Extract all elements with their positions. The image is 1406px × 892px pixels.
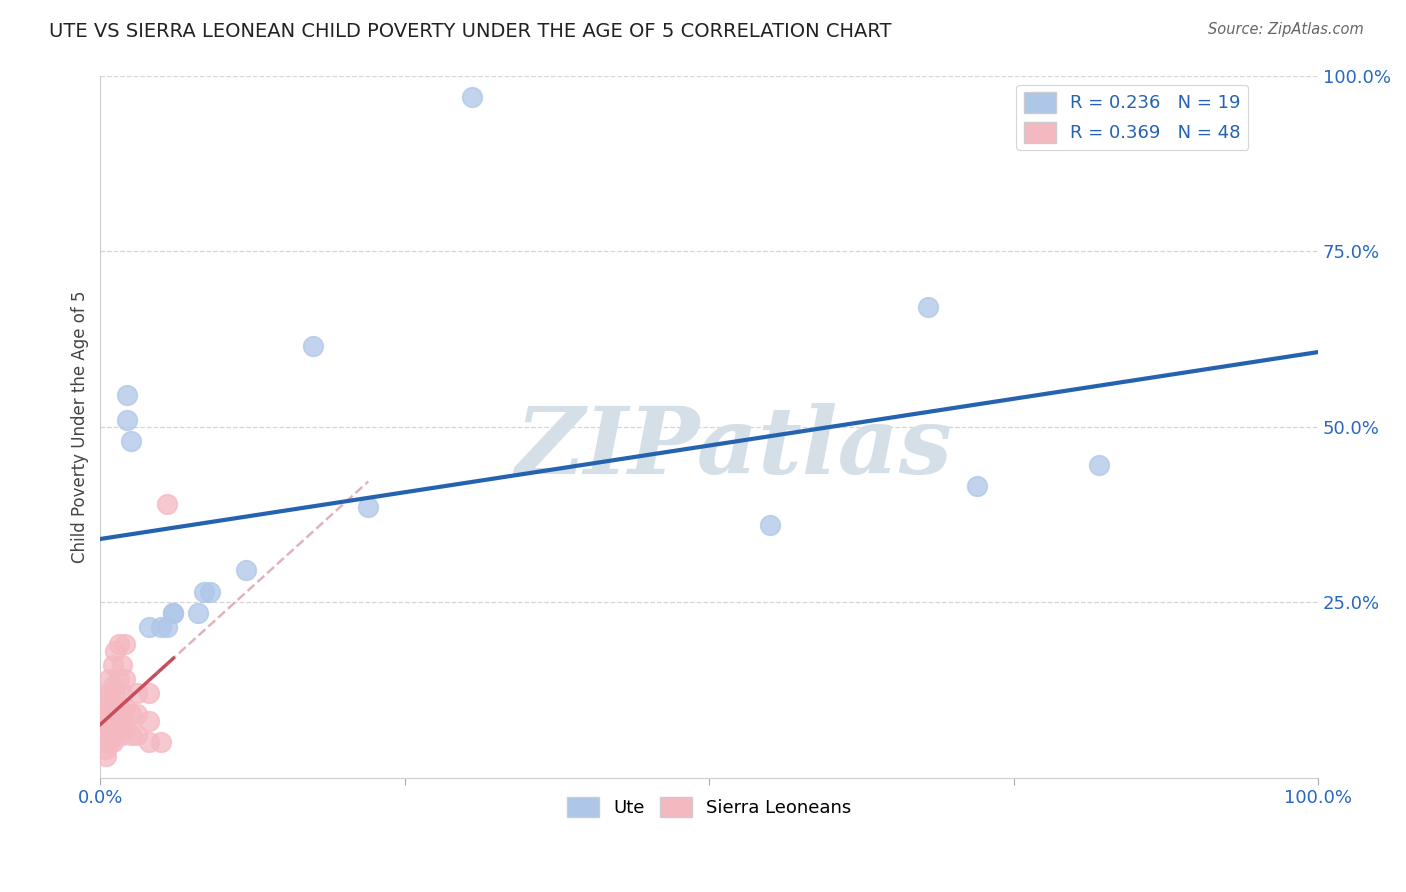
Point (104, 686, 127, 700)
Point (759, 517, 782, 532)
Point (357, 500, 380, 515)
Point (302, 339, 325, 353)
Point (120, 728, 142, 742)
Text: Source: ZipAtlas.com: Source: ZipAtlas.com (1208, 22, 1364, 37)
Point (162, 606, 184, 620)
Point (96, 749, 118, 764)
Point (96, 707, 118, 722)
Point (193, 584, 215, 599)
Point (966, 479, 988, 493)
Point (917, 300, 939, 314)
Point (97, 714, 120, 729)
Point (150, 735, 173, 749)
Point (235, 564, 257, 578)
Point (198, 584, 221, 599)
Point (107, 637, 129, 651)
Point (104, 728, 127, 742)
Point (111, 707, 134, 722)
Point (101, 700, 124, 714)
Point (98, 735, 121, 749)
Point (138, 686, 160, 700)
Point (101, 735, 124, 749)
Point (104, 707, 127, 722)
Text: ZIPatlas: ZIPatlas (515, 402, 952, 492)
Point (98, 686, 121, 700)
Legend: Ute, Sierra Leoneans: Ute, Sierra Leoneans (560, 789, 859, 825)
Point (125, 707, 148, 722)
Point (97, 700, 120, 714)
Point (138, 714, 160, 729)
Point (138, 619, 160, 633)
Point (101, 679, 124, 693)
Point (114, 673, 136, 687)
Point (107, 700, 129, 714)
Point (96, 735, 118, 749)
Point (96, 728, 118, 742)
Point (107, 722, 129, 736)
Point (97, 673, 120, 687)
Point (96, 742, 118, 756)
Point (111, 658, 134, 673)
Text: UTE VS SIERRA LEONEAN CHILD POVERTY UNDER THE AGE OF 5 CORRELATION CHART: UTE VS SIERRA LEONEAN CHILD POVERTY UNDE… (49, 22, 891, 41)
Point (98, 722, 121, 736)
Point (97, 728, 120, 742)
Point (120, 434, 142, 448)
Point (120, 707, 142, 722)
Point (156, 619, 179, 633)
Point (114, 722, 136, 736)
Point (101, 722, 124, 736)
Point (96, 714, 118, 729)
Point (187, 606, 209, 620)
Y-axis label: Child Poverty Under the Age of 5: Child Poverty Under the Age of 5 (72, 290, 89, 563)
Point (111, 728, 134, 742)
Point (96, 700, 118, 714)
Point (104, 644, 127, 658)
Point (150, 619, 173, 633)
Point (114, 637, 136, 651)
Point (101, 658, 124, 673)
Point (107, 673, 129, 687)
Point (114, 700, 136, 714)
Point (98, 700, 121, 714)
Point (115, 388, 138, 402)
Point (125, 728, 148, 742)
Point (162, 606, 184, 620)
Point (138, 735, 160, 749)
Point (125, 686, 148, 700)
Point (96, 722, 118, 736)
Point (111, 686, 134, 700)
Point (156, 497, 179, 511)
Point (115, 412, 138, 426)
Point (461, 89, 484, 103)
Point (97, 686, 120, 700)
Point (1088, 458, 1111, 472)
